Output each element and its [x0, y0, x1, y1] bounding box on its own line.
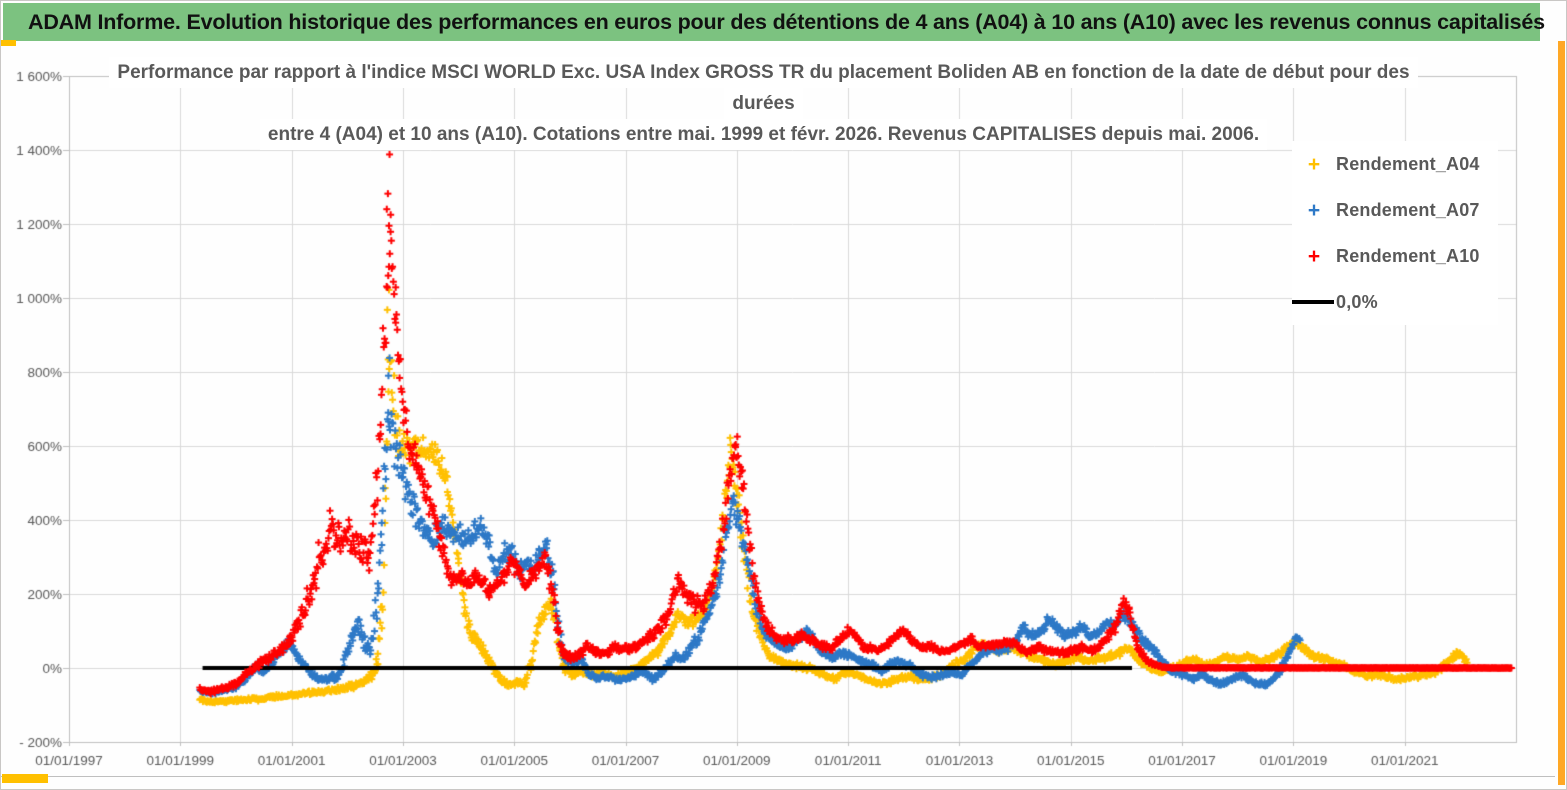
yellow-corner-accent-top: [1, 40, 16, 46]
legend-item-rendement-a04: + Rendement_A04: [1292, 141, 1498, 187]
plus-marker-icon: +: [1307, 198, 1321, 222]
orange-right-border: [1558, 41, 1565, 785]
plus-marker-icon: +: [1307, 244, 1321, 268]
legend-label: Rendement_A07: [1336, 199, 1480, 220]
report-header-title: ADAM Informe. Evolution historique des p…: [28, 9, 1545, 34]
chart-bottom-border: [1, 776, 1555, 777]
legend-item-rendement-a07: + Rendement_A07: [1292, 187, 1498, 233]
legend-label: Rendement_A10: [1336, 245, 1480, 266]
legend-label: Rendement_A04: [1336, 153, 1480, 174]
plus-marker-icon: +: [1307, 152, 1321, 176]
legend-label: 0,0%: [1336, 291, 1378, 312]
zero-line-swatch: [1292, 300, 1334, 304]
yellow-corner-accent-bottom: [2, 774, 48, 783]
chart-legend: + Rendement_A04 + Rendement_A07 + Rendem…: [1292, 141, 1498, 325]
report-header: ADAM Informe. Evolution historique des p…: [3, 3, 1545, 41]
legend-item-rendement-a10: + Rendement_A10: [1292, 233, 1498, 279]
legend-item-zero-line: 0,0%: [1292, 279, 1498, 325]
